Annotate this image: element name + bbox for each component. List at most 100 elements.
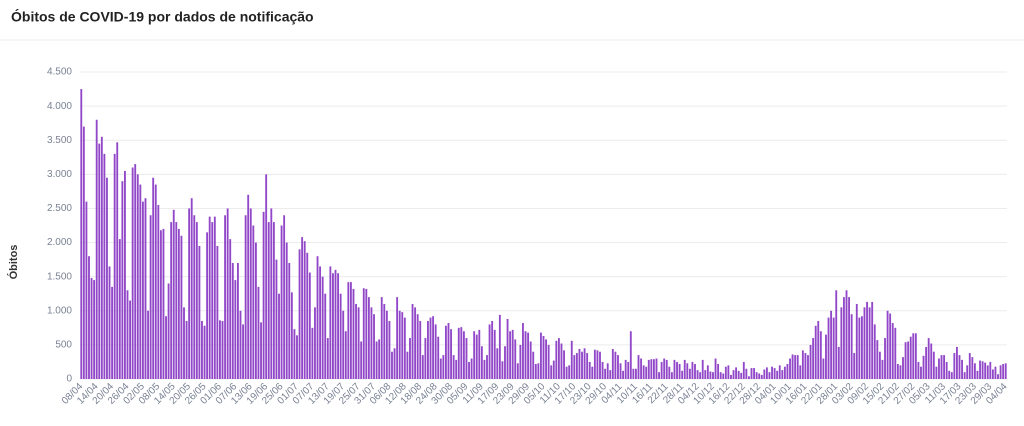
bar xyxy=(848,297,851,379)
bar xyxy=(82,126,85,379)
bar xyxy=(324,293,327,379)
bar xyxy=(601,361,604,379)
bar xyxy=(460,327,463,379)
bar xyxy=(896,363,899,379)
bar xyxy=(557,338,560,379)
bar xyxy=(699,372,702,379)
bar xyxy=(979,360,981,379)
bar xyxy=(375,341,378,379)
bar xyxy=(868,307,871,379)
bar xyxy=(542,336,545,379)
bar xyxy=(509,331,512,379)
bar xyxy=(257,286,260,379)
bar xyxy=(573,355,576,379)
bar xyxy=(599,351,601,379)
bar xyxy=(98,143,101,379)
bar xyxy=(337,273,339,379)
bar xyxy=(149,215,152,379)
bar xyxy=(583,348,586,379)
bar xyxy=(701,359,704,379)
bar xyxy=(409,338,411,379)
bar xyxy=(804,353,807,379)
bar xyxy=(480,346,483,379)
bar xyxy=(958,355,961,379)
bar xyxy=(658,372,660,379)
chart-title: Óbitos de COVID-19 por dados de notifica… xyxy=(11,8,314,25)
bar xyxy=(429,317,432,379)
bar xyxy=(796,355,799,379)
bar xyxy=(262,211,265,379)
bar xyxy=(907,341,910,379)
bar xyxy=(221,321,224,379)
bar xyxy=(660,361,663,379)
bar xyxy=(719,372,722,379)
bar xyxy=(421,355,424,379)
bar xyxy=(242,324,244,379)
bar xyxy=(635,368,637,379)
bar xyxy=(678,363,681,379)
bar xyxy=(252,225,255,379)
bar xyxy=(581,351,583,379)
bar xyxy=(491,321,494,379)
bar xyxy=(298,249,301,379)
bar xyxy=(90,278,93,379)
bar xyxy=(876,340,879,379)
bar xyxy=(470,358,473,379)
bar xyxy=(930,343,933,379)
y-tick-label: 2.500 xyxy=(47,203,72,214)
bar xyxy=(902,357,904,379)
y-tick-label: 3.000 xyxy=(47,169,72,180)
bar xyxy=(860,316,863,379)
bar xyxy=(683,359,686,379)
bar xyxy=(917,361,920,379)
bar xyxy=(891,323,894,379)
bar xyxy=(208,216,211,379)
bar xyxy=(154,184,157,379)
bar xyxy=(134,164,137,379)
bar xyxy=(817,321,820,379)
bar xyxy=(673,359,676,379)
bar xyxy=(439,358,442,379)
bar xyxy=(835,290,838,379)
bar xyxy=(106,177,108,379)
bar xyxy=(452,355,455,379)
bar xyxy=(999,365,1002,379)
bar xyxy=(88,256,90,379)
bar xyxy=(760,374,763,379)
bar xyxy=(185,321,188,379)
bar xyxy=(550,365,553,379)
bar xyxy=(103,153,106,379)
bar xyxy=(717,363,720,379)
bar xyxy=(306,252,309,379)
bar xyxy=(963,372,966,379)
bar xyxy=(380,297,383,379)
bar xyxy=(493,329,496,379)
bar xyxy=(519,344,522,379)
bar xyxy=(198,245,201,379)
y-tick-label: 500 xyxy=(55,340,72,351)
bar xyxy=(496,348,499,379)
bar xyxy=(280,225,283,379)
bar xyxy=(968,353,971,379)
bar xyxy=(270,208,273,379)
bar xyxy=(401,312,404,379)
bar xyxy=(473,331,476,379)
bar xyxy=(799,365,802,379)
bar xyxy=(807,355,809,379)
bar xyxy=(1002,363,1005,379)
bar xyxy=(288,263,291,379)
bar xyxy=(843,297,845,379)
bar xyxy=(714,358,717,379)
bar xyxy=(172,209,175,379)
bar xyxy=(211,222,214,379)
bar xyxy=(994,366,997,379)
bar xyxy=(213,216,216,379)
bar xyxy=(118,239,121,379)
bar xyxy=(827,317,830,379)
bar xyxy=(121,181,124,379)
bar xyxy=(575,353,578,379)
bar xyxy=(167,283,170,379)
bar xyxy=(349,282,352,379)
bar xyxy=(850,314,853,379)
bar xyxy=(190,198,193,379)
